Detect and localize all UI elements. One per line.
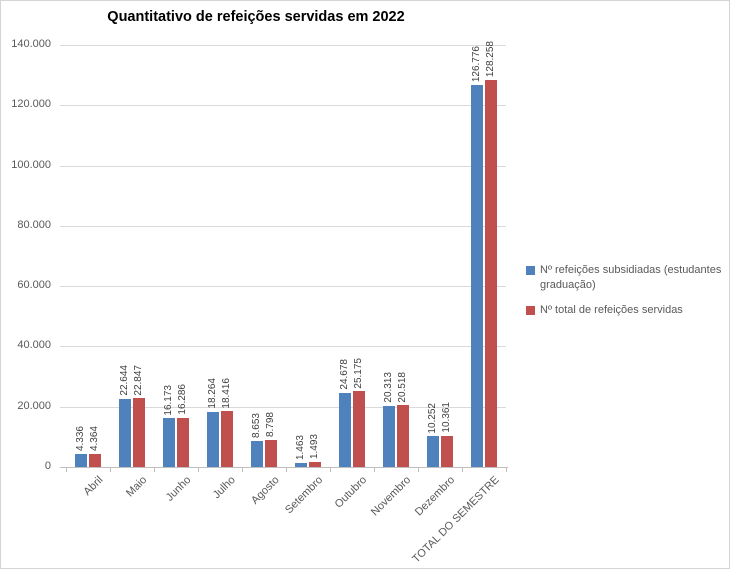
x-axis-label-novembro: Novembro — [369, 474, 414, 519]
x-axis-tick — [330, 467, 331, 472]
data-label-total-maio: 22.847 — [133, 364, 144, 396]
chart-title: Quantitativo de refeições servidas em 20… — [107, 9, 405, 25]
x-axis-label-outubro: Outubro — [332, 474, 370, 511]
legend: Nº refeições subsidiadas (estudantes gra… — [526, 263, 726, 329]
bar-subsidiadas-julho — [207, 411, 219, 467]
data-label-subsidiadas-setembro: 1.463 — [295, 434, 306, 460]
legend-label-total: Nº total de refeições servidas — [540, 304, 683, 317]
bar-subsidiadas-setembro — [295, 462, 307, 467]
bar-subsidiadas-maio — [119, 398, 131, 467]
legend-item-total: Nº total de refeições servidas — [526, 303, 726, 318]
x-axis-label-abril: Abril — [81, 474, 106, 499]
bar-subsidiadas-abril — [75, 453, 87, 467]
bar-total-novembro — [397, 405, 409, 467]
bar-total-total-do-semestre — [485, 80, 497, 467]
bar-subsidiadas-outubro — [339, 392, 351, 467]
x-axis-label-julho: Julho — [210, 474, 238, 502]
bar-total-junho — [177, 417, 189, 467]
bar-total-abril — [89, 453, 101, 467]
data-label-subsidiadas-julho: 18.264 — [207, 378, 218, 409]
x-axis-line — [60, 467, 508, 468]
x-axis-tick — [506, 467, 507, 472]
data-label-subsidiadas-abril: 4.336 — [75, 425, 86, 451]
data-label-subsidiadas-dezembro: 10.252 — [427, 402, 438, 434]
bar-total-agosto — [265, 440, 277, 467]
y-axis-label-60000: 60.000 — [17, 279, 51, 291]
gridline-100000 — [60, 166, 506, 167]
bar-total-setembro — [309, 462, 321, 467]
data-label-total-agosto: 8.798 — [265, 412, 276, 438]
legend-label-subsidiadas: Nº refeições subsidiadas (estudantes gra… — [540, 264, 722, 291]
y-axis-label-140000: 140.000 — [11, 38, 51, 50]
gridline-60000 — [60, 286, 506, 287]
data-label-total-dezembro: 10.361 — [441, 402, 452, 433]
bar-subsidiadas-novembro — [383, 405, 395, 467]
x-axis-tick — [462, 467, 463, 472]
y-axis-label-20000: 20.000 — [17, 400, 51, 412]
y-axis-label-100000: 100.000 — [11, 159, 51, 171]
x-axis-label-setembro: Setembro — [283, 474, 326, 517]
gridline-120000 — [60, 105, 506, 106]
x-axis-tick — [198, 467, 199, 472]
data-label-subsidiadas-maio: 22.644 — [119, 365, 130, 396]
bar-total-dezembro — [441, 435, 453, 467]
legend-swatch-red — [526, 306, 535, 316]
data-label-total-outubro: 25.175 — [353, 357, 364, 389]
y-axis-label-40000: 40.000 — [17, 339, 51, 351]
data-label-subsidiadas-junho: 16.173 — [163, 384, 174, 416]
legend-swatch-blue — [526, 266, 535, 275]
x-axis-tick — [66, 467, 67, 472]
x-axis-label-maio: Maio — [124, 474, 150, 500]
x-axis-label-agosto: Agosto — [248, 474, 282, 507]
x-axis-tick — [418, 467, 419, 472]
y-axis-label-0: 0 — [44, 460, 51, 472]
gridline-40000 — [60, 346, 506, 347]
gridline-20000 — [60, 407, 506, 408]
x-axis-tick — [154, 467, 155, 472]
y-axis-label-120000: 120.000 — [11, 98, 51, 110]
x-axis-tick — [374, 467, 375, 472]
bar-total-julho — [221, 411, 233, 467]
x-axis-label-junho: Junho — [163, 474, 194, 504]
bar-subsidiadas-junho — [163, 418, 175, 467]
y-axis-label-80000: 80.000 — [17, 219, 51, 231]
gridline-140000 — [60, 45, 506, 46]
data-label-subsidiadas-novembro: 20.313 — [383, 372, 394, 403]
bar-subsidiadas-total-do-semestre — [471, 84, 483, 467]
data-label-total-junho: 16.286 — [177, 384, 188, 415]
data-label-subsidiadas-total-do-semestre: 126.776 — [471, 45, 482, 82]
data-label-total-novembro: 20.518 — [397, 371, 408, 403]
x-axis-tick — [242, 467, 243, 472]
x-axis-label-dezembro: Dezembro — [413, 474, 458, 519]
x-axis-label-total-do-semestre: TOTAL DO SEMESTRE — [410, 474, 502, 566]
bar-subsidiadas-dezembro — [427, 436, 439, 467]
legend-item-subsidiadas: Nº refeições subsidiadas (estudantes gra… — [526, 263, 726, 292]
data-label-subsidiadas-agosto: 8.653 — [251, 412, 262, 438]
data-label-total-total-do-semestre: 128.258 — [485, 41, 496, 78]
bar-total-maio — [133, 398, 145, 467]
gridline-80000 — [60, 226, 506, 227]
data-label-subsidiadas-outubro: 24.678 — [339, 359, 350, 390]
data-label-total-abril: 4.364 — [89, 425, 100, 451]
x-axis-tick — [286, 467, 287, 472]
x-axis-tick — [110, 467, 111, 472]
data-label-total-setembro: 1.493 — [309, 434, 320, 460]
bar-subsidiadas-agosto — [251, 440, 263, 467]
data-label-total-julho: 18.416 — [221, 377, 232, 409]
bar-total-outubro — [353, 391, 365, 467]
